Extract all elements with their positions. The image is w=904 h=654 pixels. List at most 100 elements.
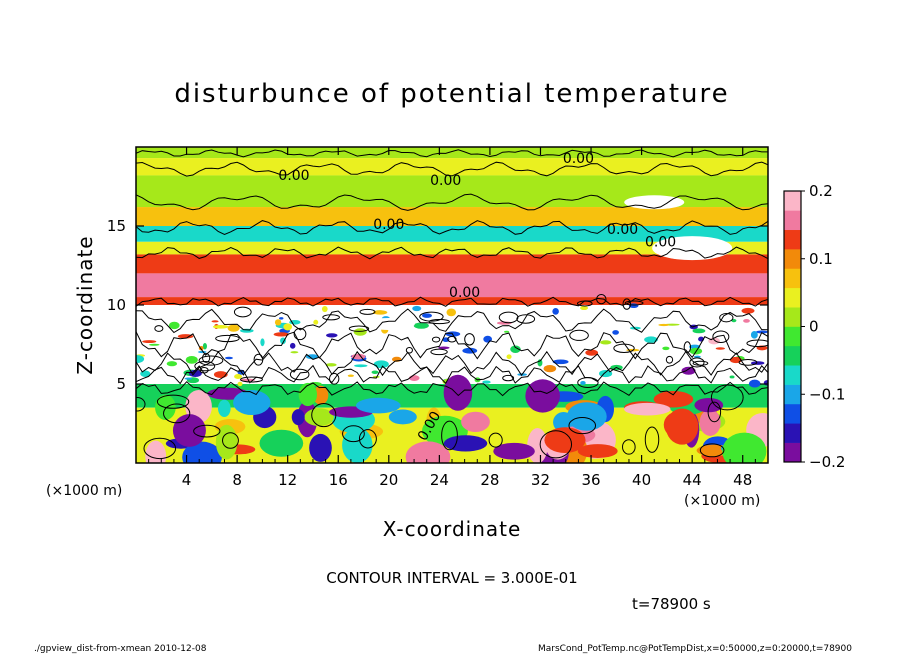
field-blob	[304, 408, 334, 427]
field-speckle	[237, 381, 243, 387]
contour-loop	[502, 374, 515, 382]
field-speckle	[273, 332, 289, 337]
field-patches	[136, 147, 768, 463]
contour-loop	[613, 343, 635, 353]
field-patch	[362, 317, 415, 330]
contour-loop	[516, 314, 536, 324]
contour-loop	[342, 425, 365, 443]
contour-loop	[215, 334, 240, 343]
contour-loop	[464, 333, 475, 346]
contour-line	[136, 331, 768, 360]
contour-loop	[329, 372, 340, 385]
contour-loop	[222, 432, 239, 449]
contour-loop	[624, 300, 644, 306]
contour-loop	[311, 402, 337, 428]
field-blob	[624, 402, 671, 416]
footer-right: MarsCond_PotTemp.nc@PotTempDist,x=0:5000…	[538, 644, 852, 654]
contour-label: 0.00	[449, 285, 480, 301]
field-speckle	[321, 305, 328, 313]
contour-loop	[428, 319, 450, 325]
field-blob	[461, 411, 490, 432]
x-tick-label: 28	[480, 471, 499, 489]
y-tick-label: 15	[107, 217, 126, 235]
contour-label: 0.00	[563, 151, 594, 167]
contour-loop	[699, 443, 725, 458]
contour-loop	[358, 429, 377, 449]
field-speckle	[168, 321, 180, 330]
field-speckle	[283, 323, 293, 331]
field-speckle	[580, 380, 586, 385]
contour-loop	[707, 401, 722, 423]
field-speckle	[373, 360, 389, 369]
colorbar-segment	[784, 268, 801, 289]
field-speckle	[483, 335, 493, 343]
contour-loop	[488, 432, 503, 448]
contour-line	[136, 161, 768, 177]
field-speckle	[755, 330, 768, 334]
field-speckle	[413, 322, 429, 329]
field-blob	[259, 429, 304, 457]
field-blob	[699, 409, 721, 436]
field-speckle	[305, 354, 319, 360]
y-axis-title: Z-coordinate	[73, 235, 97, 374]
field-speckle	[662, 346, 670, 351]
field-blob	[215, 424, 238, 460]
field-band	[136, 207, 768, 226]
contour-loop	[719, 313, 734, 323]
contour-loop	[576, 300, 593, 307]
contour-loop	[689, 357, 705, 368]
x-tick-label: 12	[278, 471, 297, 489]
field-speckle	[227, 324, 240, 332]
plot-area	[136, 147, 768, 463]
field-blob	[342, 427, 373, 463]
x-tick-label: 44	[683, 471, 702, 489]
field-speckle	[438, 346, 450, 350]
contour-label: 0.00	[645, 235, 676, 251]
field-speckle	[185, 356, 198, 364]
x-tick-label: 36	[581, 471, 600, 489]
field-blob	[527, 428, 548, 463]
contour-loop	[622, 298, 632, 310]
field-blob	[298, 382, 318, 407]
field-speckle	[149, 343, 160, 346]
contour-loop	[419, 311, 444, 322]
contour-loop	[233, 306, 252, 318]
contour-line	[136, 220, 768, 235]
colorbar-tick-label: 0.1	[809, 250, 833, 268]
field-blob	[525, 379, 560, 413]
colorbar-segment	[784, 384, 801, 405]
field-blob	[405, 441, 451, 463]
contour-loop	[710, 384, 744, 411]
colorbar-segment	[784, 365, 801, 385]
field-blob	[217, 399, 231, 418]
colorbar	[783, 190, 802, 463]
x-unit-left: (×1000 m)	[46, 483, 122, 499]
x-unit-right: (×1000 m)	[684, 493, 760, 509]
colorbar-tick-label: −0.1	[809, 385, 845, 403]
field-speckle	[188, 369, 202, 378]
field-speckle	[372, 375, 380, 378]
contour-loop	[202, 352, 211, 363]
contour-loop	[441, 420, 458, 451]
contour-line	[136, 350, 768, 377]
field-speckle	[750, 330, 758, 339]
field-speckle	[537, 359, 543, 367]
x-tick-label: 16	[329, 471, 348, 489]
colorbar-segment	[784, 403, 801, 424]
field-speckle	[326, 333, 338, 338]
field-speckle	[354, 364, 368, 368]
contour-line	[136, 246, 768, 260]
contour-loop	[240, 376, 263, 383]
field-speckle	[689, 344, 701, 350]
field-speckle	[313, 319, 319, 325]
x-tick-label: 8	[232, 471, 242, 489]
contour-line	[136, 149, 768, 158]
field-speckle	[552, 307, 559, 315]
contour-line	[136, 381, 768, 397]
colorbar-segment	[784, 307, 801, 327]
field-blob	[566, 402, 607, 431]
field-speckle	[422, 313, 432, 318]
contour-loop	[665, 355, 674, 364]
field-speckle	[212, 324, 229, 329]
field-speckle	[184, 377, 193, 380]
